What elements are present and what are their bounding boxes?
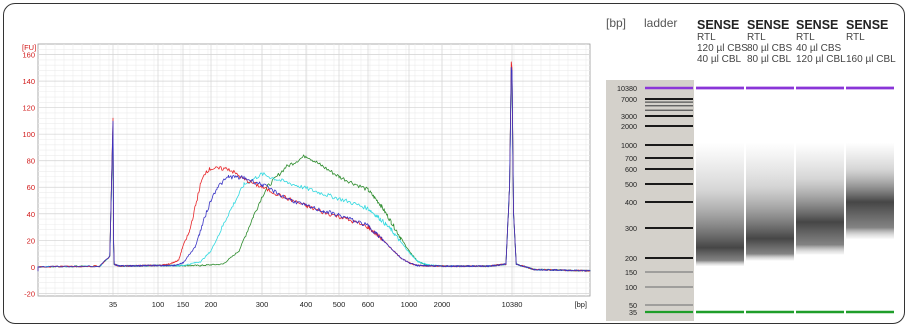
- y-tick-label: 140: [22, 77, 35, 86]
- lane-smear: [796, 142, 844, 255]
- x-tick-label: 2000: [434, 300, 451, 309]
- y-tick-label: 60: [27, 183, 35, 192]
- lane-header-3: SENSE RTL 40 µl CBS 120 µl CBL: [796, 18, 846, 65]
- ladder-band-label: 400: [625, 198, 637, 207]
- x-tick-label: 300: [256, 300, 269, 309]
- y-tick-label: 0: [31, 263, 35, 272]
- ladder-band-label: 600: [625, 165, 637, 174]
- ladder-band-label: 35: [629, 308, 637, 317]
- ladder-band-label: 2000: [621, 122, 637, 131]
- y-tick-label: 40: [27, 210, 35, 219]
- ladder-band-label: 300: [625, 224, 637, 233]
- x-tick-label: 100: [152, 300, 165, 309]
- lane-line: RTL: [846, 32, 865, 43]
- lane-smear: [696, 142, 744, 266]
- ladder-band-label: 1000: [621, 141, 637, 150]
- gel-unit-label: [bp]: [606, 16, 627, 30]
- lane-line: RTL: [697, 32, 716, 43]
- ladder-band-label: 3000: [621, 112, 637, 121]
- lane-line: RTL: [747, 32, 766, 43]
- x-tick-label: 150: [177, 300, 190, 309]
- x-tick-label: 200: [205, 300, 218, 309]
- ladder-band-label: 10380: [617, 84, 637, 93]
- lane-smear: [746, 142, 794, 261]
- ladder-band-label: 150: [625, 268, 637, 277]
- lane-line: 160 µl CBL: [846, 54, 896, 65]
- x-tick-label: 1000: [401, 300, 418, 309]
- plot-area: [37, 43, 591, 297]
- lane-smear: [846, 142, 894, 239]
- lane-line: 120 µl CBL: [796, 54, 846, 65]
- x-tick-label: 500: [333, 300, 346, 309]
- lane-header-2: SENSE RTL 80 µl CBS 80 µl CBL: [747, 18, 792, 65]
- lane-header-1: SENSE RTL 120 µl CBS 40 µl CBL: [697, 18, 748, 65]
- series-line-2: [37, 66, 591, 272]
- gel-ladder-background: [606, 80, 694, 321]
- ladder-band-label: 7000: [621, 95, 637, 104]
- lane-header-4: SENSE RTL 160 µl CBL: [846, 18, 896, 65]
- ladder-band-label: 100: [625, 283, 637, 292]
- y-tick-label: 20: [27, 236, 35, 245]
- ladder-band-label: 50: [629, 301, 637, 310]
- y-tick-label: -20: [24, 289, 35, 298]
- y-axis-label: [FU]: [22, 43, 36, 52]
- lane-title: SENSE: [796, 18, 839, 32]
- lane-line: RTL: [796, 32, 815, 43]
- y-tick-label: 120: [22, 104, 35, 113]
- lane-line: 80 µl CBL: [747, 54, 792, 65]
- lane-title: SENSE: [747, 18, 790, 32]
- lane-line: 120 µl CBS: [697, 43, 748, 54]
- x-tick-label: 10380: [502, 300, 523, 309]
- ladder-band-label: 700: [625, 154, 637, 163]
- y-tick-label: 160: [22, 51, 35, 60]
- lane-line: 80 µl CBS: [747, 43, 793, 54]
- lane-line: 40 µl CBL: [697, 54, 742, 65]
- lane-line: 40 µl CBS: [796, 43, 842, 54]
- x-tick-label: 600: [362, 300, 375, 309]
- ladder-band-label: 200: [625, 254, 637, 263]
- x-axis-label: [bp]: [574, 300, 587, 309]
- ladder-band-label: 500: [625, 180, 637, 189]
- x-tick-label: 400: [300, 300, 313, 309]
- lane-title: SENSE: [697, 18, 740, 32]
- y-tick-label: 80: [27, 157, 35, 166]
- gel-ladder-label: ladder: [644, 16, 678, 30]
- y-tick-label: 100: [22, 130, 35, 139]
- lane-title: SENSE: [846, 18, 889, 32]
- x-tick-label: 35: [109, 300, 117, 309]
